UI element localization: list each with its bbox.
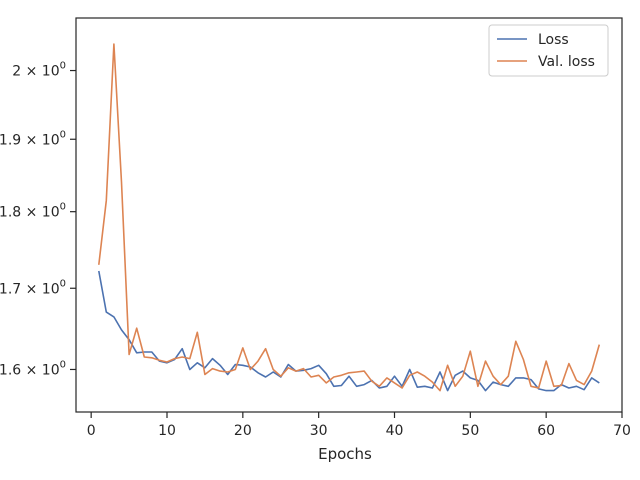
plot-background: [76, 18, 622, 412]
series-line-val-loss: [98, 43, 601, 392]
y-tick-base: 1.7 × 10: [0, 281, 60, 297]
x-tick-label: 0: [87, 423, 96, 439]
x-tick-label: 20: [234, 423, 252, 439]
x-tick-label: 70: [613, 423, 631, 439]
x-tick-label: 50: [461, 423, 479, 439]
y-tick-label: 1.9 × 100: [0, 129, 66, 148]
x-tick-label: 10: [158, 423, 176, 439]
y-tick-label: 1.7 × 100: [0, 278, 66, 297]
plot-frame: [75, 17, 623, 413]
y-tick-base: 1.9 × 10: [0, 132, 60, 148]
x-tick-label: 30: [310, 423, 328, 439]
y-tick-base: 2 × 10: [12, 64, 59, 80]
x-tick-label: 40: [386, 423, 404, 439]
series-line-loss: [98, 270, 600, 392]
legend-label-val-loss: Val. loss: [538, 54, 595, 70]
y-tick-exponent: 0: [60, 278, 66, 289]
y-tick-exponent: 0: [60, 61, 66, 72]
y-tick-base: 1.6 × 10: [0, 362, 60, 378]
x-axis-title: Epochs: [318, 445, 372, 463]
x-axis-ticks: 0 10 20 30 40 50 60 70: [87, 412, 631, 439]
y-tick-exponent: 0: [60, 359, 66, 370]
y-tick-label: 1.8 × 100: [0, 202, 66, 221]
legend: Loss Val. loss: [488, 24, 609, 77]
y-tick-label: 2 × 100: [12, 61, 66, 80]
y-tick-exponent: 0: [60, 129, 66, 140]
y-tick-base: 1.8 × 10: [0, 205, 60, 221]
y-tick-exponent: 0: [60, 202, 66, 213]
x-tick-label: 60: [537, 423, 555, 439]
series-layer: [98, 43, 601, 392]
y-tick-label: 1.6 × 100: [0, 359, 66, 378]
legend-frame: [488, 24, 609, 77]
legend-label-loss: Loss: [538, 32, 569, 48]
